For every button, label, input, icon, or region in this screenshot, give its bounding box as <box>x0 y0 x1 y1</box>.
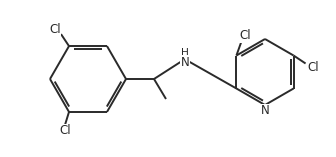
Text: Cl: Cl <box>240 29 251 42</box>
Text: H: H <box>181 48 189 58</box>
Text: N: N <box>181 56 190 68</box>
Text: N: N <box>261 105 269 117</box>
Text: Cl: Cl <box>59 124 71 137</box>
Text: Cl: Cl <box>308 61 320 74</box>
Text: Cl: Cl <box>49 23 61 36</box>
